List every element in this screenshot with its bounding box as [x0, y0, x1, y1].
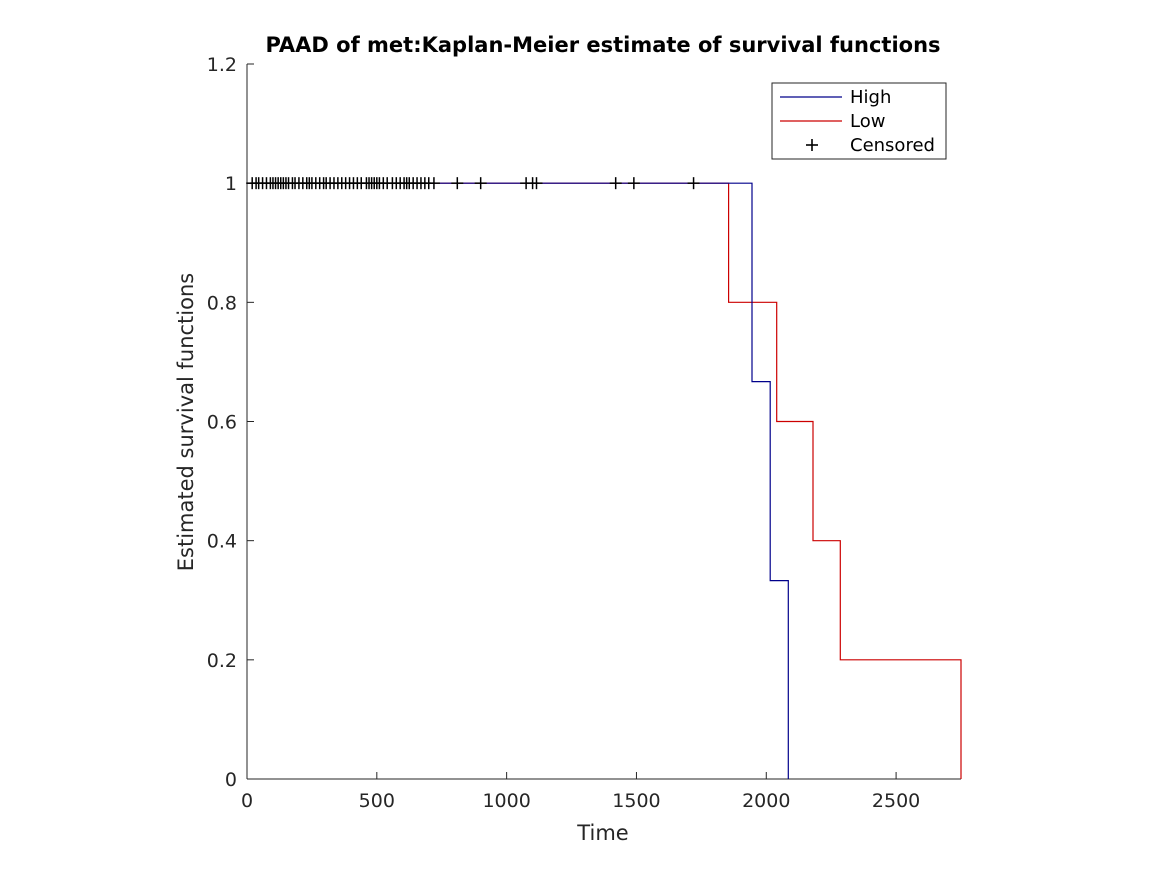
x-axis-label: Time	[576, 821, 628, 845]
legend: High Low Censored	[771, 82, 947, 160]
censored-marker	[609, 177, 622, 190]
x-tick-label: 0	[241, 790, 253, 812]
censored-marker	[427, 177, 440, 190]
y-tick-label: 0.8	[207, 292, 237, 314]
series-line-high	[247, 182, 789, 779]
x-tick-label: 2000	[742, 790, 790, 812]
y-tick-label: 0.4	[207, 531, 237, 553]
censored-marker	[627, 177, 640, 190]
plot-area: 0 0.2 0.4 0.6 0.8 1 1.2 0 500 1000 1500 2000 2500	[207, 54, 962, 812]
x-tick-label: 2500	[872, 790, 920, 812]
y-tick-label: 0.2	[207, 650, 237, 672]
censored-marker	[474, 177, 487, 190]
legend-label-high: High	[850, 87, 891, 108]
x-tick-label: 1500	[612, 790, 660, 812]
chart-title: PAAD of met:Kaplan-Meier estimate of sur…	[265, 33, 940, 57]
legend-label-low: Low	[850, 111, 885, 132]
y-tick-label: 1	[225, 173, 237, 195]
y-axis-label: Estimated survival functions	[174, 273, 198, 571]
series-line-low	[247, 182, 962, 779]
y-tick-label: 0.6	[207, 412, 237, 434]
legend-marker-censored	[806, 139, 818, 151]
y-tick-label: 0	[225, 769, 237, 791]
censored-marker	[687, 177, 700, 190]
y-tick-label: 1.2	[207, 54, 237, 76]
legend-label-censored: Censored	[850, 135, 935, 156]
censored-marker	[451, 177, 464, 190]
censored-marker	[530, 177, 543, 190]
x-tick-label: 1000	[482, 790, 530, 812]
x-tick-label: 500	[359, 790, 395, 812]
